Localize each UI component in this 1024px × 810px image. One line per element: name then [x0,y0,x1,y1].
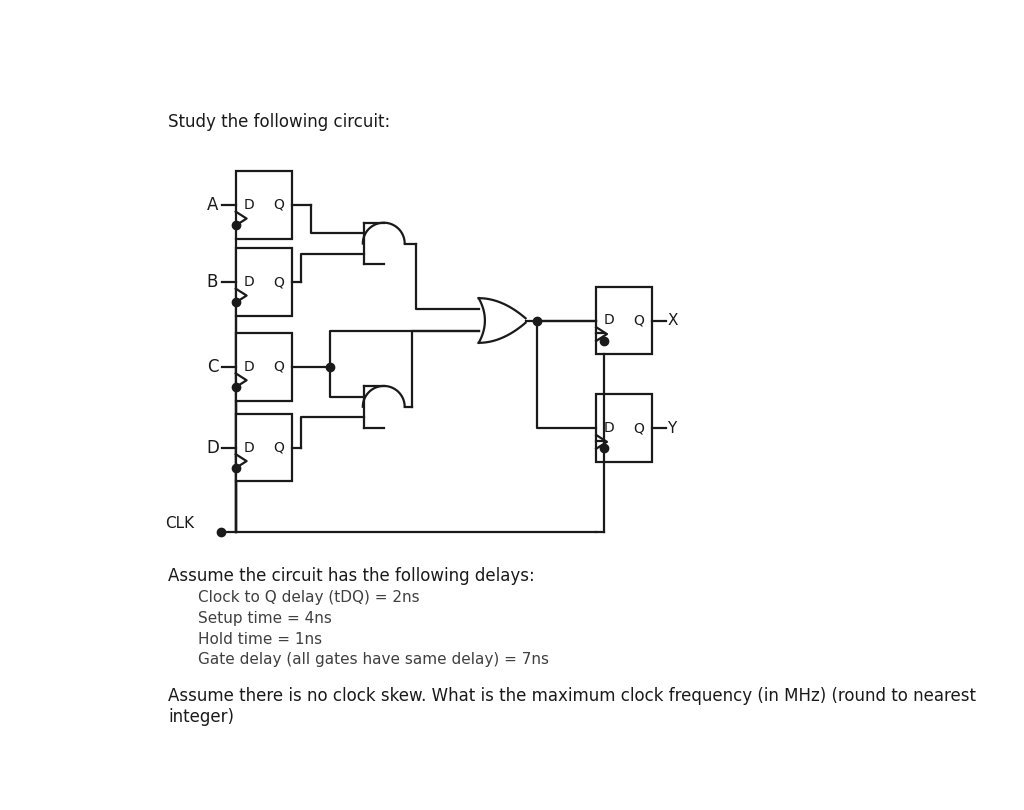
Text: Clock to Q delay (tDQ) = 2ns: Clock to Q delay (tDQ) = 2ns [198,590,420,605]
Text: Q: Q [273,441,284,454]
Text: Q: Q [633,313,644,327]
Text: Assume there is no clock skew. What is the maximum clock frequency (in MHz) (rou: Assume there is no clock skew. What is t… [168,687,976,726]
Bar [236,414,292,481]
Text: D: D [244,441,254,454]
Text: B: B [207,273,218,291]
Text: D: D [244,275,254,289]
Text: Q: Q [273,360,284,373]
Bar [236,333,292,401]
Text: D: D [244,198,254,212]
Bar [596,287,652,355]
Text: Hold time = 1ns: Hold time = 1ns [198,632,322,646]
Text: Gate delay (all gates have same delay) = 7ns: Gate delay (all gates have same delay) =… [198,652,549,667]
Text: X: X [668,313,678,328]
Text: D: D [604,421,614,435]
Text: Q: Q [273,198,284,212]
Text: Setup time = 4ns: Setup time = 4ns [198,611,332,626]
Text: CLK: CLK [165,516,194,531]
Text: Q: Q [273,275,284,289]
Bar [596,394,652,463]
Text: Q: Q [633,421,644,435]
Text: A: A [207,196,218,214]
Text: C: C [207,358,218,376]
Text: D: D [206,438,219,457]
Bar [236,248,292,316]
Text: Y: Y [668,421,677,436]
Text: Study the following circuit:: Study the following circuit: [168,113,390,130]
Text: D: D [604,313,614,327]
Bar [236,171,292,239]
Text: D: D [244,360,254,373]
Text: Assume the circuit has the following delays:: Assume the circuit has the following del… [168,567,536,585]
